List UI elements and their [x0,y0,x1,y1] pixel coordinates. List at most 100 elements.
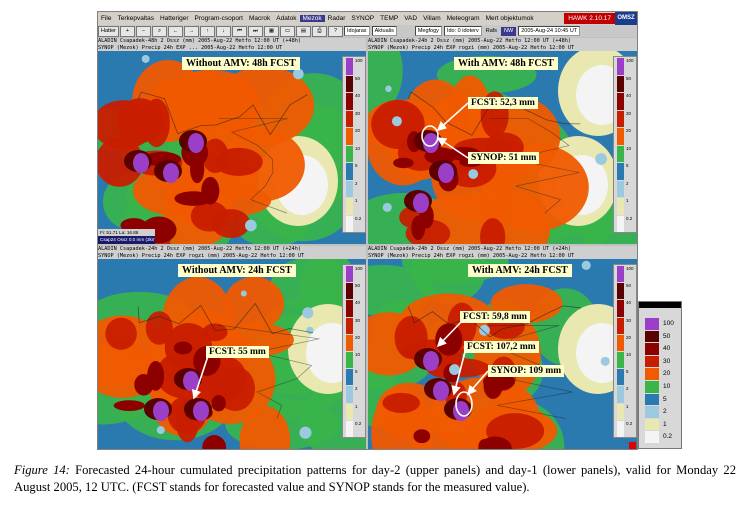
legend-swatch [645,393,659,406]
menu-item-9[interactable]: TEMP [380,15,399,22]
legend-level-label: 100 [626,58,634,63]
legend-swatch [617,317,624,334]
arrow [466,370,489,396]
map-panel-with-amv-48h[interactable]: ALADIN Csapadek-24h 2 Ossz (mm) 2005-Aug… [368,38,637,244]
legend-level-label: 5 [626,163,629,168]
legend-swatch [346,128,353,145]
coordinate-readout: Fi: 51.71 La: 16.86 [98,229,155,236]
menu-item-3[interactable]: Program-csoport [194,15,243,22]
fcst-annotation: FCST: 52,3 mm [468,97,538,109]
legend-swatch [346,300,353,317]
legend-level-label: 100 [663,320,674,327]
idojaras-field[interactable]: Idojaras [343,26,370,36]
arrow-right-icon[interactable]: → [183,25,199,37]
legend-swatch [617,334,624,351]
skip-forward-icon[interactable]: ⏭ [247,25,263,37]
panel-header: ALADIN Csapadek-24h 2 Ossz (mm) 2005-Aug… [368,38,637,51]
menu-item-12[interactable]: Meteogram [446,15,480,22]
legend-swatch [645,343,659,355]
legend-level-label: 10 [355,352,361,357]
legend-level-label: 100 [626,266,634,271]
arrow [436,137,469,159]
legend-swatch [617,386,624,403]
menu-item-2[interactable]: Hatteriger [159,15,189,22]
synop-station-circle [421,125,439,147]
print-icon[interactable]: ⎙ [311,25,327,37]
menu-item-0[interactable]: File [101,15,112,22]
legend-swatch [346,58,353,75]
menu-item-11[interactable]: Villam [423,15,441,22]
map-panel-without-amv-24h[interactable]: ALADIN Csapadek-24h 2 Ossz (mm) 2005-Aug… [98,246,366,449]
panel-title: With AMV: 24h FCST [468,264,572,277]
arrow-left-icon[interactable]: ← [167,25,183,37]
legend-level-label: 10 [355,145,361,151]
map-panel-with-amv-24h[interactable]: ALADIN Csapadek-24h 2 Ossz (mm) 2005-Aug… [368,246,637,449]
precipitation-map [368,51,637,244]
annotation-arrows [191,355,209,400]
panel-header: ALADIN Csapadek-24h 2 Ossz (mm) 2005-Aug… [98,246,366,259]
legend-swatch [645,368,659,380]
legend-level-label: 2 [355,180,358,186]
legend-level-label: 30 [355,317,361,323]
menu-item-7[interactable]: Radar [327,15,346,22]
legend-level-label: 0.2 [626,215,633,221]
idoterv-field[interactable]: Ido: 0 idoterv [443,26,482,36]
legend-level-label: 0.2 [355,420,362,426]
menu-item-6[interactable]: Mezok [299,15,325,22]
legend-level-label: 1 [355,198,358,203]
arrow-up-icon[interactable]: ↑ [199,25,215,37]
legend-level-label: 30 [355,110,361,116]
map-panel-without-amv-48h[interactable]: ALADIN Csapadek-48h 2 Ossz (mm) 2005-Aug… [98,38,366,244]
help-icon[interactable]: ? [327,25,343,37]
layers-icon[interactable]: ▤ [295,25,311,37]
grid-icon[interactable]: ▦ [263,25,279,37]
menu-item-8[interactable]: SYNOP [351,15,375,22]
region-select[interactable]: NW [501,26,517,36]
legend-level-label: 50 [355,283,361,289]
magnifier-icon[interactable]: ⌕ [151,25,167,37]
legend-level-label: 0.2 [355,215,362,221]
panel-color-legend: 100 50 40 30 20 10 5 2 1 0.2 [342,264,366,438]
legend-level-label: 10 [663,383,671,390]
menu-item-4[interactable]: Macrok [248,15,271,22]
legend-level-label: 40 [626,300,632,306]
legend-swatch [617,266,624,283]
aktualis-field[interactable]: Aktualis [371,26,397,36]
fcst-annotation: FCST: 59,8 mm [460,311,530,323]
legend-level-label: 10 [626,352,632,357]
menu-item-13[interactable]: Mert objektumok [485,15,534,22]
legend-level-label: 50 [626,283,632,289]
legend-swatch [617,145,624,162]
panel-title: Without AMV: 48h FCST [182,57,300,70]
menu-item-10[interactable]: VAD [404,15,418,22]
window-icon[interactable]: ▭ [279,25,295,37]
skip-back-icon[interactable]: ⏮ [231,25,247,37]
legend-swatch [617,283,624,300]
legend-level-label: 40 [355,93,361,98]
legend-swatch [645,431,659,443]
legend-swatch [645,406,659,418]
status-line: Csap24 Ossz 0.0 mm (3km) [98,236,155,244]
hatter-button[interactable]: Hatter [98,25,119,37]
legend-swatch [346,145,353,162]
legend-swatch [346,215,353,232]
annotation-arrows [421,102,469,159]
legend-swatch [617,180,624,197]
legend-swatch [617,58,624,75]
legend-swatch [617,128,624,145]
legend-swatch [346,266,353,283]
legend-level-label: 30 [626,317,632,323]
legend-swatch [645,330,659,343]
legend-swatch [617,403,624,420]
legend-level-label: 2 [663,408,667,416]
legend-swatch [645,418,659,431]
legend-swatch [617,163,624,180]
zoom-out-icon[interactable]: − [135,25,151,37]
legend-swatch [346,420,353,437]
arrow-down-icon[interactable]: ↓ [215,25,231,37]
legend-level-label: 5 [355,163,358,168]
menu-item-1[interactable]: Terkepvaltas [117,15,154,22]
menu-item-5[interactable]: Adatok [276,15,297,22]
zoom-in-icon[interactable]: + [119,25,135,37]
megfogy-field[interactable]: Megfogy [414,26,442,36]
